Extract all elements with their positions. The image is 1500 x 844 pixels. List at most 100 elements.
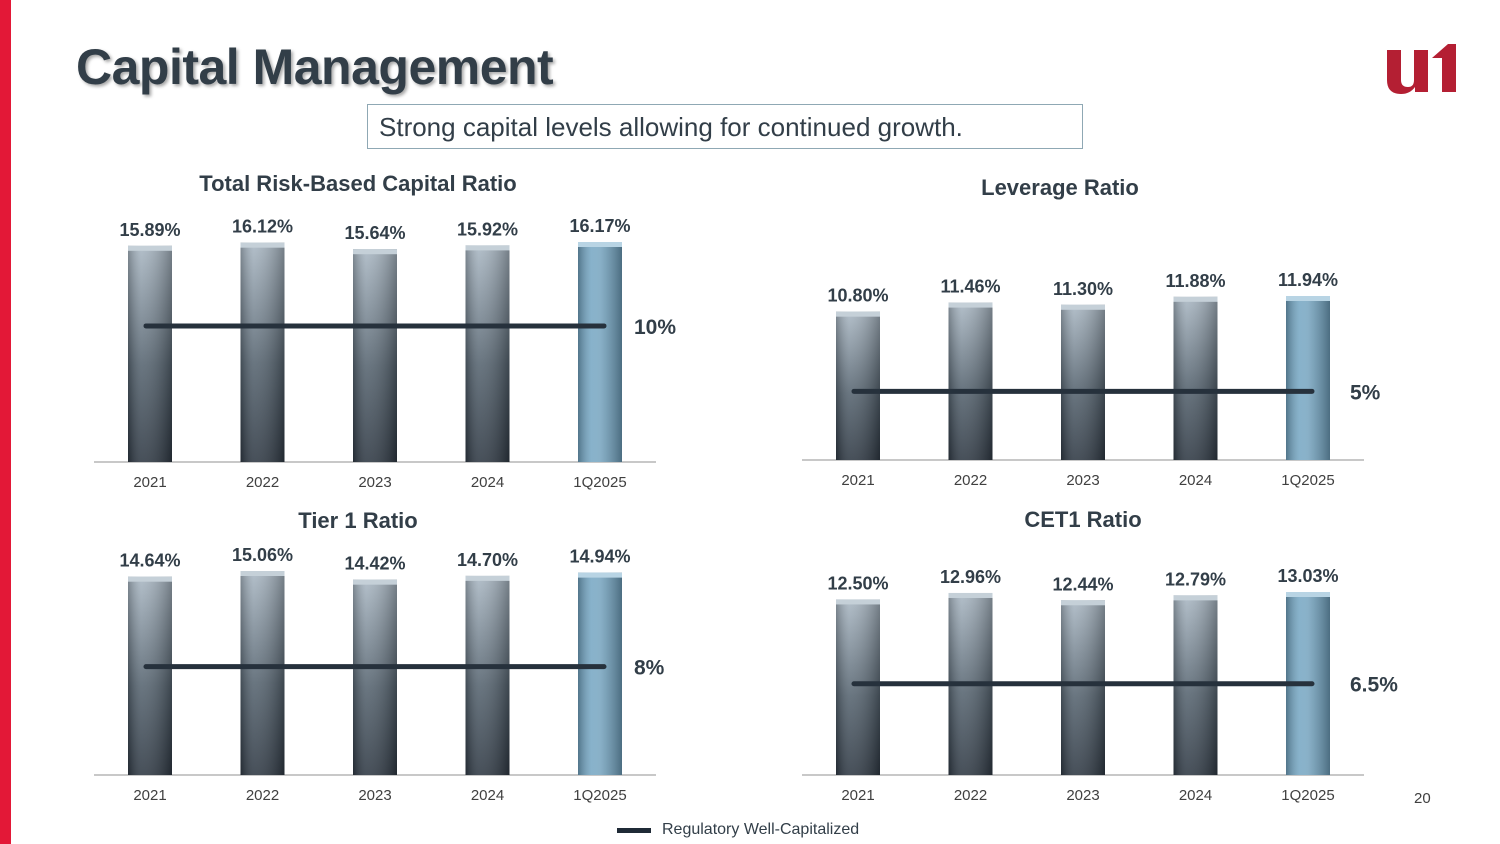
- data-label: 11.94%: [1278, 270, 1338, 290]
- page-number: 20: [1414, 790, 1431, 807]
- x-tick-label: 2024: [471, 474, 504, 491]
- accent-bar: [0, 0, 11, 844]
- bar-shade: [836, 311, 880, 460]
- bar-1Q2025: [578, 572, 622, 775]
- bar-shade: [465, 575, 510, 775]
- bar-2022: [240, 571, 285, 775]
- bar-shade: [1061, 304, 1105, 460]
- x-tick-label: 2022: [954, 787, 987, 804]
- data-label: 16.17%: [569, 216, 630, 236]
- bar-shade: [578, 242, 622, 462]
- bar-2024: [465, 245, 510, 462]
- bar-2021: [128, 576, 172, 775]
- chart-title: Leverage Ratio: [981, 175, 1139, 200]
- data-label: 12.79%: [1165, 569, 1226, 589]
- bar-shade: [240, 571, 285, 775]
- x-tick-label: 2022: [246, 474, 279, 491]
- threshold-label: 6.5%: [1350, 674, 1398, 697]
- x-tick-label: 2021: [841, 787, 874, 804]
- x-tick-label: 2023: [1066, 787, 1099, 804]
- x-tick-label: 2023: [1066, 472, 1099, 489]
- x-tick-label: 2024: [1179, 787, 1212, 804]
- bar-2022: [240, 242, 285, 462]
- bar-cap: [465, 245, 510, 251]
- chart-title: CET1 Ratio: [1024, 507, 1141, 532]
- bar-shade: [353, 249, 397, 462]
- subtitle-box: Strong capital levels allowing for conti…: [367, 104, 1083, 149]
- bar-2023: [1061, 304, 1105, 460]
- legend: Regulatory Well-Capitalized: [617, 820, 859, 840]
- data-label: 12.50%: [827, 573, 888, 593]
- data-label: 12.44%: [1052, 574, 1113, 594]
- bar-cap: [836, 599, 880, 605]
- x-tick-label: 1Q2025: [573, 474, 626, 491]
- data-label: 10.80%: [827, 286, 888, 306]
- chart-cet1: CET1 Ratio 12.50% 2021 12.96% 2022 12.44% 2023…: [802, 507, 1398, 804]
- x-tick-label: 2022: [954, 472, 987, 489]
- legend-swatch: [617, 827, 651, 833]
- data-label: 15.64%: [344, 223, 405, 243]
- bar-cap: [948, 592, 993, 598]
- bar-shade: [948, 302, 993, 460]
- x-tick-label: 2021: [133, 787, 166, 804]
- bar-shade: [128, 245, 172, 462]
- x-tick-label: 1Q2025: [1281, 472, 1334, 489]
- bar-cap: [578, 572, 622, 578]
- bar-shade: [578, 572, 622, 775]
- bar-shade: [1286, 296, 1330, 460]
- bar-cap: [128, 245, 172, 251]
- data-label: 12.96%: [940, 567, 1001, 587]
- bar-cap: [1286, 592, 1330, 597]
- bar-cap: [1061, 304, 1105, 310]
- x-tick-label: 2021: [841, 472, 874, 489]
- data-label: 15.92%: [457, 219, 518, 239]
- x-tick-label: 1Q2025: [1281, 787, 1334, 804]
- bar-shade: [240, 242, 285, 462]
- bar-cap: [465, 575, 510, 581]
- bar-shade: [128, 576, 172, 775]
- bar-cap: [1061, 600, 1105, 606]
- bar-1Q2025: [578, 242, 622, 462]
- bar-2021: [836, 599, 880, 775]
- data-label: 11.30%: [1053, 279, 1113, 299]
- bar-cap: [1173, 595, 1218, 601]
- bar-2021: [128, 245, 172, 462]
- bar-cap: [353, 579, 397, 585]
- data-label: 14.70%: [457, 550, 518, 570]
- data-label: 16.12%: [232, 217, 293, 237]
- threshold-label: 10%: [634, 316, 676, 339]
- data-label: 13.03%: [1277, 566, 1338, 586]
- bar-cap: [240, 242, 285, 248]
- bar-cap: [1286, 296, 1330, 301]
- chart-title: Tier 1 Ratio: [298, 508, 417, 533]
- bar-cap: [836, 311, 880, 317]
- bar-2024: [1173, 296, 1218, 460]
- bar-2022: [948, 302, 993, 460]
- subtitle-text: Strong capital levels allowing for conti…: [379, 112, 963, 142]
- bar-shade: [1061, 600, 1105, 775]
- data-label: 11.46%: [940, 277, 1000, 297]
- x-tick-label: 1Q2025: [573, 787, 626, 804]
- chart-tier1: Tier 1 Ratio 14.64% 2021 15.06% 2022 14.42% 20…: [94, 508, 665, 804]
- bar-cap: [578, 242, 622, 247]
- bar-1Q2025: [1286, 296, 1330, 460]
- bar-2023: [1061, 600, 1105, 775]
- page-title: Capital Management: [76, 39, 554, 95]
- x-tick-label: 2021: [133, 474, 166, 491]
- x-tick-label: 2024: [471, 787, 504, 804]
- bar-2024: [465, 575, 510, 775]
- x-tick-label: 2024: [1179, 472, 1212, 489]
- bar-cap: [948, 302, 993, 308]
- data-label: 14.42%: [344, 554, 405, 574]
- x-tick-label: 2023: [358, 474, 391, 491]
- bar-shade: [1173, 296, 1218, 460]
- bar-2023: [353, 579, 397, 775]
- u1-logo-icon: [1387, 44, 1456, 94]
- chart-leverage: Leverage Ratio 10.80% 2021 11.46% 2022 11.30%…: [802, 175, 1381, 489]
- bar-shade: [836, 599, 880, 775]
- data-label: 11.88%: [1165, 271, 1225, 291]
- x-tick-label: 2023: [358, 787, 391, 804]
- legend-label: Regulatory Well-Capitalized: [662, 821, 860, 838]
- bar-2023: [353, 249, 397, 462]
- bar-2021: [836, 311, 880, 460]
